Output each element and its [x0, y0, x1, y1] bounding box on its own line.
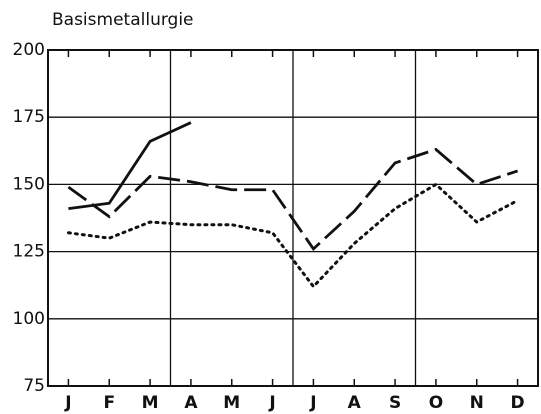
y-tick-label: 100 [13, 309, 45, 329]
x-tick-label: O [429, 393, 443, 413]
x-tick-label: J [309, 393, 316, 413]
x-tick-label: M [223, 393, 240, 413]
x-tick-label: D [511, 393, 525, 413]
x-tick-label: F [103, 393, 115, 413]
x-tick-label: S [389, 393, 401, 413]
plot-frame [47, 49, 539, 387]
y-tick-label: 150 [13, 174, 45, 194]
x-tick-label: M [142, 393, 159, 413]
chart-title: Basismetallurgie [52, 10, 194, 30]
x-tick-label: J [268, 393, 275, 413]
x-tick-label: J [64, 393, 71, 413]
x-tick-label: A [184, 393, 198, 413]
series-line [66, 182, 520, 289]
series-line [68, 121, 192, 210]
y-tick-label: 125 [13, 242, 45, 262]
y-tick-label: 75 [23, 376, 45, 396]
series-line [67, 147, 519, 252]
x-tick-label: A [348, 393, 362, 413]
y-tick-label: 200 [13, 40, 45, 60]
y-tick-label: 175 [13, 107, 45, 127]
x-tick-label: N [470, 393, 484, 413]
